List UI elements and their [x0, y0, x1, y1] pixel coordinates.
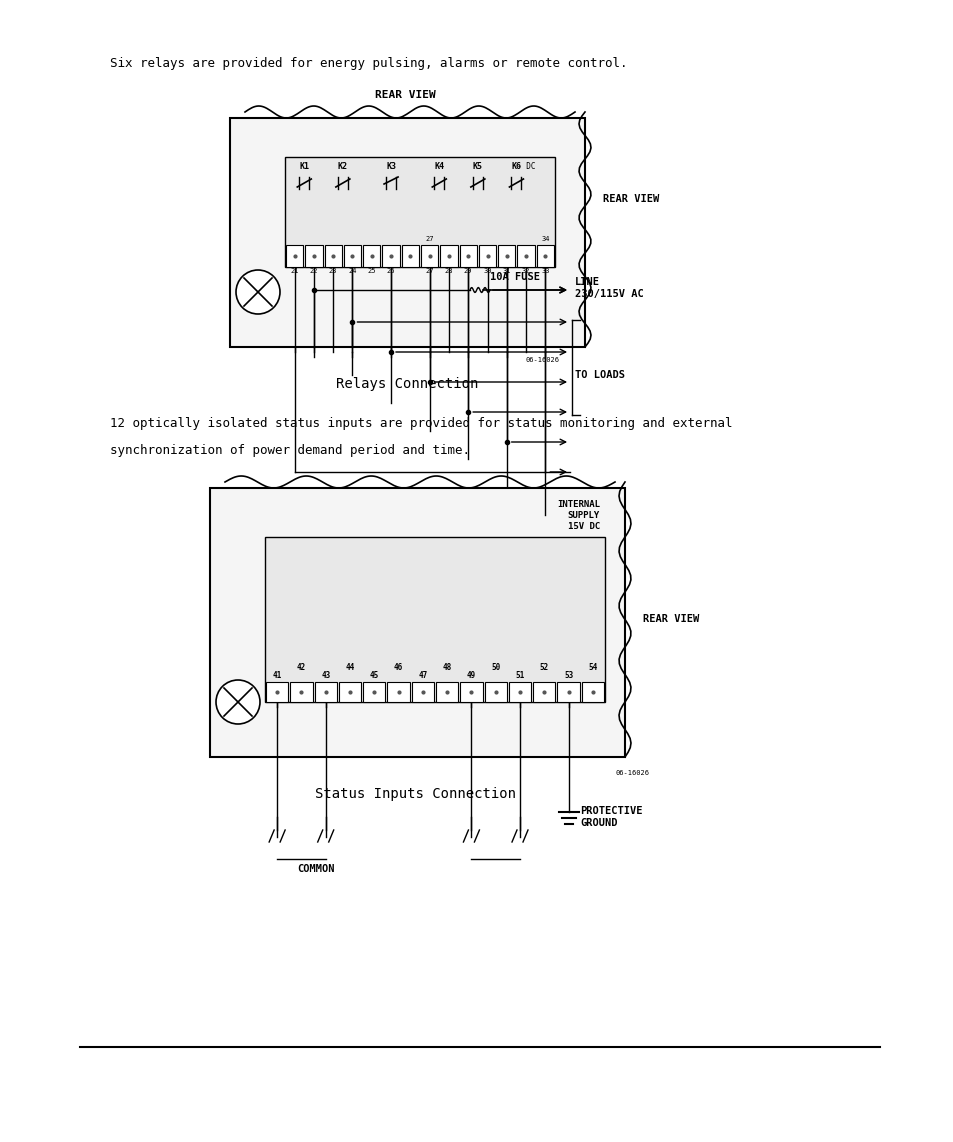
Bar	[387, 682, 409, 702]
Text: 42: 42	[296, 664, 306, 673]
Bar	[343, 246, 361, 267]
Text: 31: 31	[502, 268, 511, 274]
Bar	[497, 246, 515, 267]
Bar	[305, 246, 322, 267]
Bar	[517, 246, 534, 267]
Text: 44: 44	[345, 664, 355, 673]
Text: 06-16026: 06-16026	[525, 357, 559, 363]
Bar	[484, 682, 506, 702]
Bar	[440, 246, 457, 267]
Text: synchronization of power demand period and time.: synchronization of power demand period a…	[110, 444, 470, 457]
Text: 27: 27	[425, 268, 434, 274]
Bar	[382, 246, 399, 267]
Text: - DC: - DC	[517, 162, 535, 171]
Text: 45: 45	[369, 671, 378, 679]
Bar	[401, 246, 418, 267]
Text: 41: 41	[273, 671, 281, 679]
Bar	[285, 156, 555, 267]
Bar	[266, 682, 288, 702]
Text: 34: 34	[540, 236, 549, 242]
Bar	[412, 682, 434, 702]
Text: 22: 22	[310, 268, 318, 274]
Text: 30: 30	[483, 268, 491, 274]
Text: 23: 23	[329, 268, 337, 274]
Text: REAR VIEW: REAR VIEW	[642, 614, 699, 625]
Bar	[286, 246, 303, 267]
Text: 50: 50	[491, 664, 499, 673]
Text: 24: 24	[348, 268, 356, 274]
Text: 52: 52	[539, 664, 548, 673]
Text: Relays Connection: Relays Connection	[335, 377, 477, 391]
Text: 54: 54	[588, 664, 597, 673]
Bar	[363, 246, 380, 267]
Bar	[230, 118, 584, 347]
Text: PROTECTIVE
GROUND: PROTECTIVE GROUND	[580, 806, 642, 828]
Bar	[338, 682, 361, 702]
Text: 46: 46	[394, 664, 403, 673]
Text: 49: 49	[466, 671, 476, 679]
Text: INTERNAL
SUPPLY
15V DC: INTERNAL SUPPLY 15V DC	[557, 500, 599, 531]
Text: 33: 33	[540, 268, 549, 274]
Text: K1: K1	[299, 162, 309, 171]
Bar	[533, 682, 555, 702]
Bar	[581, 682, 603, 702]
Text: 43: 43	[321, 671, 330, 679]
Text: COMMON: COMMON	[297, 864, 335, 874]
Text: 47: 47	[417, 671, 427, 679]
Text: 10A FUSE: 10A FUSE	[490, 272, 539, 282]
Text: TO LOADS: TO LOADS	[575, 370, 624, 380]
Bar	[459, 246, 476, 267]
Text: K5: K5	[473, 162, 482, 171]
Bar	[290, 682, 313, 702]
Bar	[557, 682, 579, 702]
Text: Six relays are provided for energy pulsing, alarms or remote control.: Six relays are provided for energy pulsi…	[110, 57, 627, 70]
Bar	[363, 682, 385, 702]
Text: K6: K6	[511, 162, 521, 171]
Text: REAR VIEW: REAR VIEW	[375, 90, 435, 100]
Text: 21: 21	[290, 268, 298, 274]
Circle shape	[215, 679, 260, 724]
Bar	[508, 682, 531, 702]
Bar	[324, 246, 341, 267]
Bar	[420, 246, 437, 267]
Text: 53: 53	[563, 671, 573, 679]
Text: LINE
230/115V AC: LINE 230/115V AC	[575, 276, 643, 299]
Text: Status Inputs Connection: Status Inputs Connection	[314, 787, 515, 801]
Bar	[478, 246, 496, 267]
Bar	[210, 488, 624, 757]
Text: 29: 29	[463, 268, 472, 274]
Text: 12 optically isolated status inputs are provided for status monitoring and exter: 12 optically isolated status inputs are …	[110, 417, 732, 431]
Text: 51: 51	[515, 671, 524, 679]
Bar	[459, 682, 482, 702]
Text: 28: 28	[444, 268, 453, 274]
Text: K2: K2	[337, 162, 348, 171]
Bar	[436, 682, 457, 702]
Bar	[314, 682, 336, 702]
Text: 48: 48	[442, 664, 452, 673]
Text: K4: K4	[434, 162, 444, 171]
Text: 27: 27	[425, 236, 434, 242]
Text: 26: 26	[386, 268, 395, 274]
Text: 32: 32	[521, 268, 530, 274]
Text: 06-16026: 06-16026	[616, 770, 649, 777]
Text: K3: K3	[386, 162, 395, 171]
Bar	[537, 246, 554, 267]
Text: 25: 25	[367, 268, 375, 274]
Text: REAR VIEW: REAR VIEW	[602, 194, 659, 204]
Circle shape	[235, 270, 280, 314]
Bar	[265, 537, 604, 702]
